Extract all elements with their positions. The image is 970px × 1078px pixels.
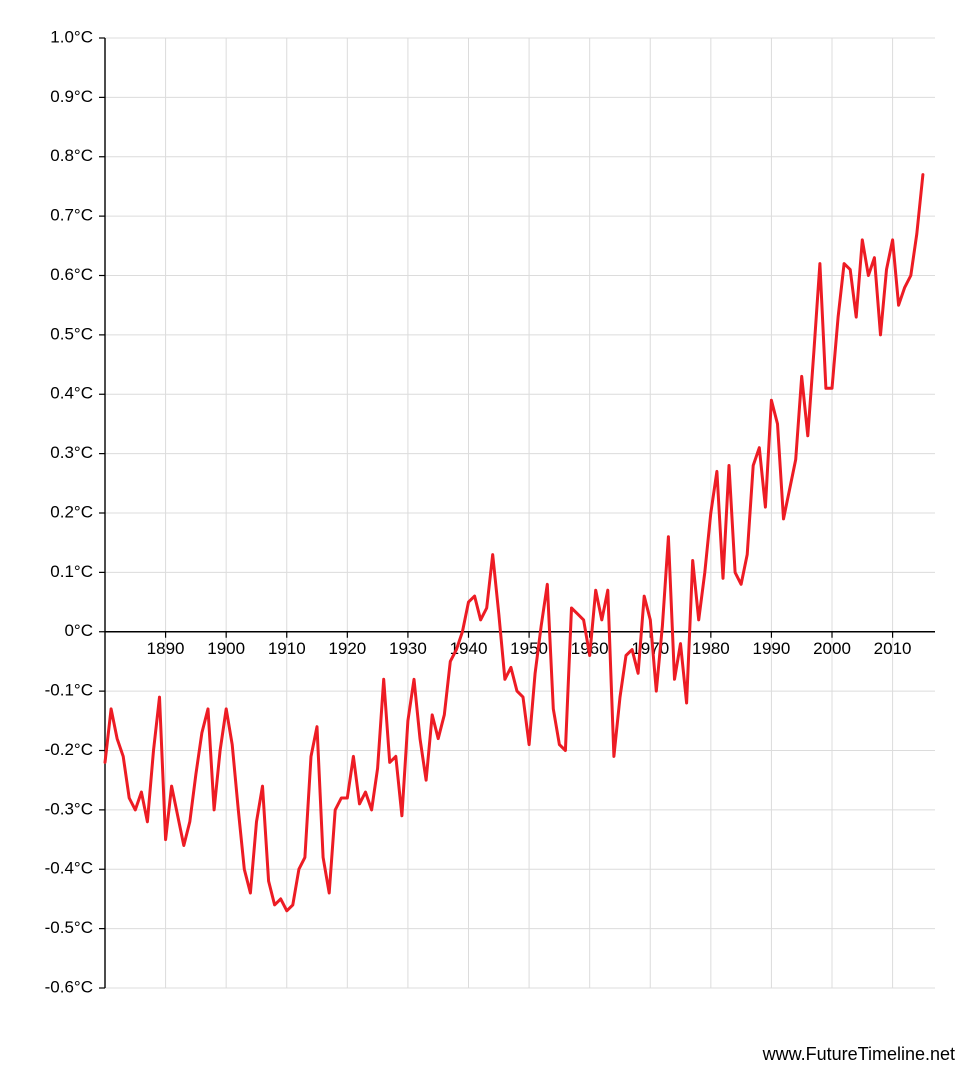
x-tick-label: 2010 [874, 639, 912, 658]
y-tick-label: 0.3°C [50, 443, 93, 462]
chart-background [0, 0, 970, 1078]
x-tick-label: 1910 [268, 639, 306, 658]
x-tick-label: 1920 [328, 639, 366, 658]
x-tick-label: 1900 [207, 639, 245, 658]
y-tick-label: 0.4°C [50, 384, 93, 403]
x-tick-label: 1930 [389, 639, 427, 658]
y-tick-label: -0.3°C [45, 799, 93, 818]
x-tick-label: 2000 [813, 639, 851, 658]
x-tick-label: 1990 [753, 639, 791, 658]
y-tick-label: 0.1°C [50, 562, 93, 581]
y-tick-label: 1.0°C [50, 27, 93, 46]
y-tick-label: 0°C [64, 621, 93, 640]
x-tick-label: 1980 [692, 639, 730, 658]
y-tick-label: 0.5°C [50, 324, 93, 343]
y-tick-label: -0.2°C [45, 740, 93, 759]
x-tick-label: 1890 [147, 639, 185, 658]
y-tick-label: 0.8°C [50, 146, 93, 165]
x-tick-label: 1950 [510, 639, 548, 658]
y-tick-label: -0.6°C [45, 977, 93, 996]
y-tick-label: 0.9°C [50, 87, 93, 106]
y-tick-label: -0.4°C [45, 859, 93, 878]
y-tick-label: 0.6°C [50, 265, 93, 284]
y-tick-label: -0.1°C [45, 681, 93, 700]
y-tick-label: 0.2°C [50, 502, 93, 521]
attribution-text: www.FutureTimeline.net [762, 1044, 955, 1064]
y-tick-label: -0.5°C [45, 918, 93, 937]
x-tick-label: 1970 [631, 639, 669, 658]
y-tick-label: 0.7°C [50, 206, 93, 225]
temperature-anomaly-chart: -0.6°C -0.5°C -0.4°C -0.3°C -0.2°C -0.1°C 0°C 0… [0, 0, 970, 1078]
